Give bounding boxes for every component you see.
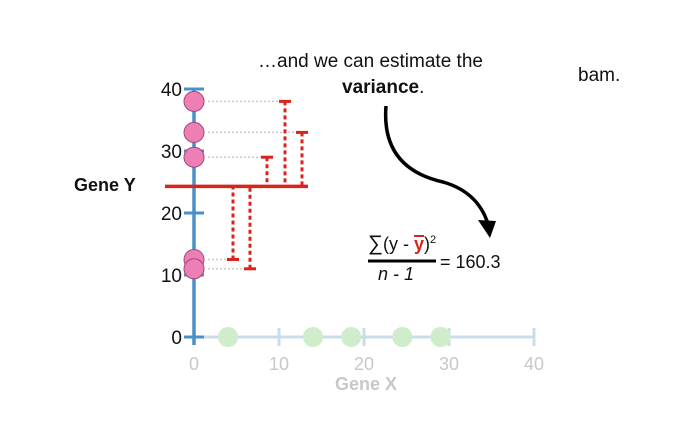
caption-line-1: …and we can estimate the [258,51,483,72]
x-tick-label: 20 [354,354,374,374]
gene-y-point [183,90,205,112]
gene-y-points [183,90,205,280]
caption-period: . [419,77,425,98]
gene-x-point [218,327,238,347]
ybar-symbol: y [413,234,424,254]
gene-x-points [218,327,451,347]
y-tick-label: 10 [161,266,182,287]
caption-line-2: variance. [342,77,424,99]
bam-text: bam. [578,65,621,86]
caption-variance-word: variance [342,77,420,98]
gene-y-point [183,146,205,168]
gene-x-point [392,327,413,347]
gene-x-point [303,327,323,347]
gene-y-point [183,258,205,280]
numerator-open: (y - [382,234,414,254]
arrow-icon [383,105,490,225]
y-tick-label: 40 [161,80,182,101]
x-tick-label: 0 [189,354,199,374]
x-tick-labels: 0 10 20 30 40 [189,354,544,374]
y-tick-labels: 0 10 20 30 40 [161,80,182,349]
x-tick-label: 40 [524,354,544,374]
x-tick-label: 10 [269,354,289,374]
y-tick-label: 0 [171,328,182,349]
formula-result: = 160.3 [440,252,501,272]
x-axis-label: Gene X [335,374,397,394]
formula-denominator: n - 1 [378,264,415,284]
gene-x-point [341,327,362,347]
x-axis [194,328,536,346]
y-tick-label: 20 [161,204,182,225]
sigma-symbol: ∑ [368,232,383,255]
arrowhead-icon [478,220,496,238]
x-tick-label: 30 [439,354,459,374]
y-axis-label: Gene Y [74,175,136,195]
gene-x-point [430,327,451,347]
numerator-close: ) [424,234,430,254]
y-tick-label: 30 [161,142,182,163]
gene-y-point [183,121,205,143]
exponent: 2 [430,234,437,246]
residual-bars [227,99,308,271]
formula-numerator: ∑(y - y)2 [368,232,436,256]
